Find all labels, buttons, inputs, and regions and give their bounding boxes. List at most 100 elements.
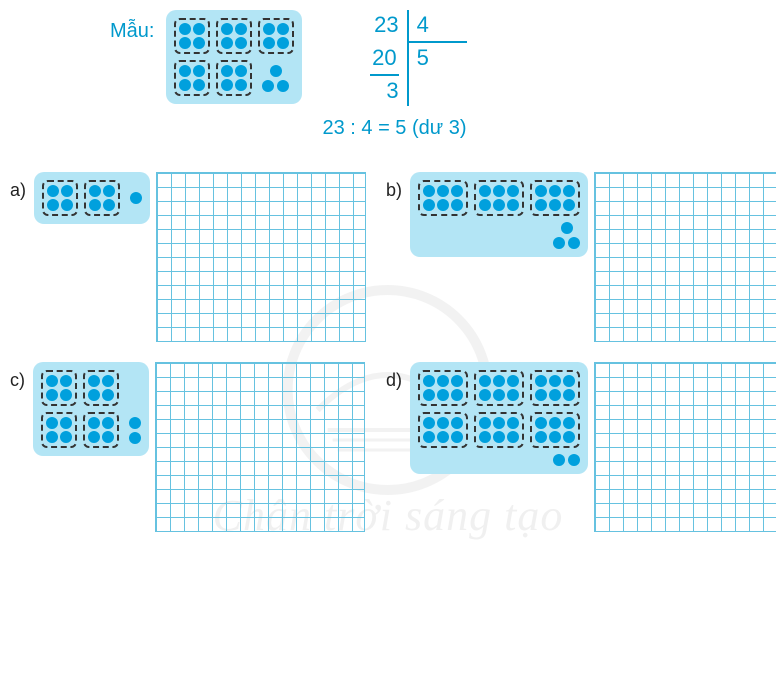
example-label: Mẫu: (110, 10, 154, 43)
division-quotient: 5 (409, 43, 467, 76)
division-empty (409, 76, 467, 107)
dot (451, 375, 463, 387)
dot-group (474, 180, 524, 216)
division-dividend: 23 (332, 10, 408, 43)
dot (493, 431, 505, 443)
dot (549, 185, 561, 197)
dot (193, 79, 205, 91)
dot (46, 389, 58, 401)
problem-content (34, 172, 366, 342)
problem-content (410, 362, 776, 532)
dot (61, 185, 73, 197)
dot (493, 185, 505, 197)
dot (561, 222, 573, 234)
dot (423, 389, 435, 401)
dot (507, 199, 519, 211)
problem: b) (386, 172, 776, 342)
dot (235, 37, 247, 49)
dot (507, 389, 519, 401)
dots-panel (410, 172, 588, 257)
dot-group (83, 370, 119, 406)
problem-label: c) (10, 362, 25, 391)
dot-group (41, 370, 77, 406)
dot (179, 79, 191, 91)
dot (88, 375, 100, 387)
dot (568, 454, 580, 466)
dot (263, 23, 275, 35)
dot (507, 417, 519, 429)
answer-grid (594, 172, 776, 342)
dot (46, 375, 58, 387)
dot (563, 185, 575, 197)
dots-row (42, 180, 142, 216)
dot (179, 65, 191, 77)
answer-grid (156, 172, 366, 342)
dot (549, 389, 561, 401)
dot (88, 431, 100, 443)
dot (88, 417, 100, 429)
dot (563, 375, 575, 387)
dots-panel (34, 172, 150, 224)
dot (193, 65, 205, 77)
problem-content (410, 172, 776, 342)
dot (493, 389, 505, 401)
dot (507, 185, 519, 197)
division-grid: 23 4 20 5 3 (332, 10, 466, 106)
dot (235, 79, 247, 91)
dot (277, 80, 289, 92)
dot (535, 389, 547, 401)
loose-dots (262, 65, 289, 92)
dot (451, 417, 463, 429)
dot (423, 417, 435, 429)
dot (437, 375, 449, 387)
problems-grid: a)b)c)d) (10, 172, 766, 532)
dot-group (216, 18, 252, 54)
dot (479, 417, 491, 429)
example-row: Mẫu: 23 4 20 5 3 23 : 4 = 5 (dư 3) (110, 10, 766, 142)
dot-group (174, 60, 210, 96)
dot (568, 237, 580, 249)
dot (179, 23, 191, 35)
dot (437, 185, 449, 197)
dot (60, 417, 72, 429)
dot-group (418, 412, 468, 448)
dot (563, 199, 575, 211)
dot (437, 389, 449, 401)
loose-dots (130, 192, 142, 204)
dot (88, 389, 100, 401)
dot (479, 375, 491, 387)
dot (563, 417, 575, 429)
dot (46, 431, 58, 443)
dots-panel (33, 362, 149, 456)
dots-row (418, 412, 580, 448)
loose-dots (553, 222, 580, 249)
division-remainder: 3 (332, 76, 408, 107)
answer-grid (155, 362, 365, 532)
dots-row (41, 412, 141, 448)
dot (549, 417, 561, 429)
dot (221, 23, 233, 35)
dots-row (174, 18, 294, 54)
dot (277, 37, 289, 49)
dot (47, 199, 59, 211)
dot (563, 431, 575, 443)
dots-row (41, 370, 141, 406)
dot (479, 389, 491, 401)
dot (479, 185, 491, 197)
dot-group (474, 412, 524, 448)
problem: d) (386, 362, 776, 532)
dot (479, 431, 491, 443)
dot (235, 65, 247, 77)
dot (129, 417, 141, 429)
dot (549, 199, 561, 211)
dot-group (216, 60, 252, 96)
dot (535, 431, 547, 443)
dot (493, 375, 505, 387)
dot (479, 199, 491, 211)
division-subtrahend: 20 (332, 43, 408, 76)
dot (89, 185, 101, 197)
problem: c) (10, 362, 366, 532)
dot (451, 431, 463, 443)
problem: a) (10, 172, 366, 342)
dot (535, 375, 547, 387)
